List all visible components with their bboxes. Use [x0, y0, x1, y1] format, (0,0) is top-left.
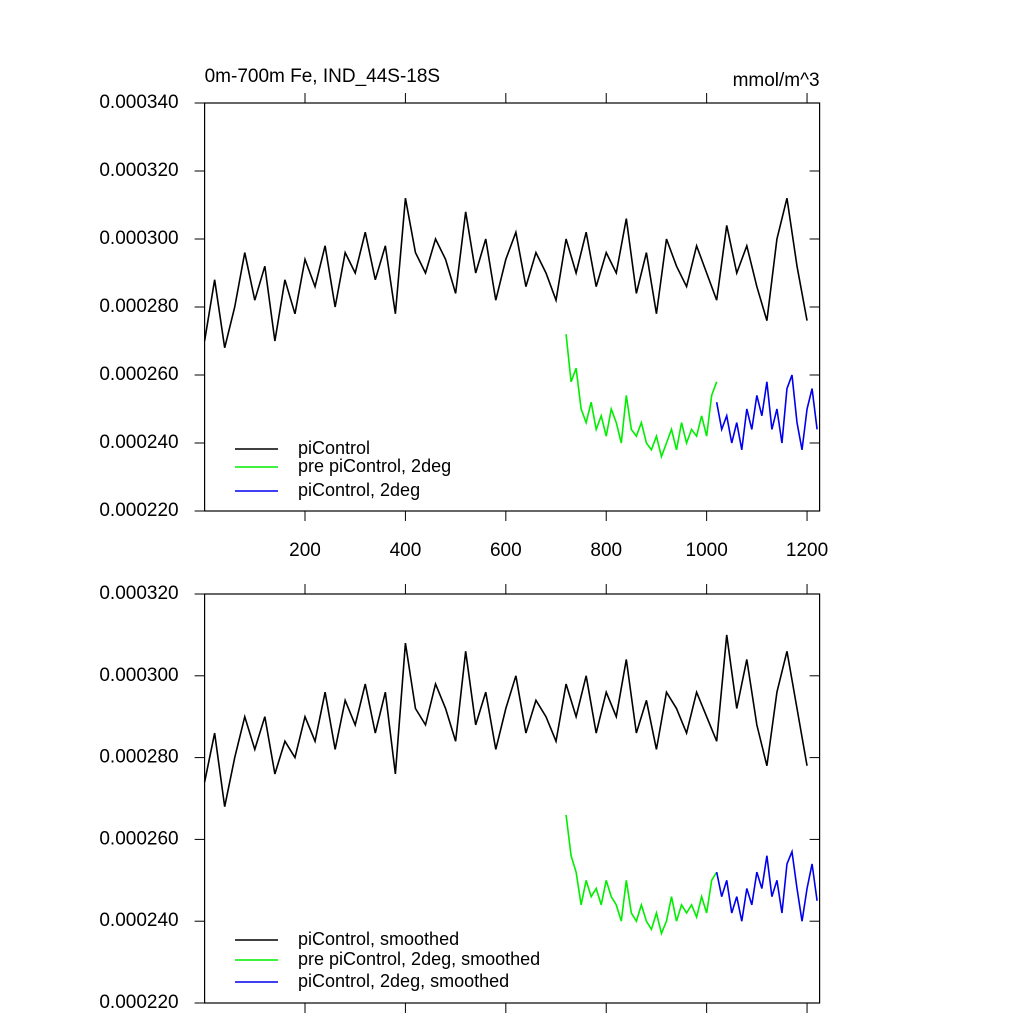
plot-frame	[204, 593, 821, 1004]
y-tick-label: 0.000220	[99, 500, 178, 521]
y-tick-label: 0.000240	[99, 432, 178, 453]
y-tick-label: 0.000320	[99, 583, 178, 604]
y-tick-label: 0.000280	[99, 296, 178, 317]
x-tick-label: 600	[490, 540, 522, 561]
legend-label: piControl	[298, 438, 370, 458]
y-tick-label: 0.000220	[99, 992, 178, 1013]
y-tick-label: 0.000340	[99, 92, 178, 113]
y-tick-label: 0.000260	[99, 364, 178, 385]
y-tick-label: 0.000320	[99, 160, 178, 181]
legend-label: pre piControl, 2deg, smoothed	[298, 949, 540, 969]
x-tick-label: 800	[590, 540, 622, 561]
units-label: mmol/m^3	[733, 70, 820, 91]
legend-label: pre piControl, 2deg	[298, 456, 451, 476]
data-line	[715, 848, 818, 922]
data-line	[203, 198, 808, 348]
data-line	[565, 814, 718, 937]
legend-label: piControl, 2deg, smoothed	[298, 971, 509, 991]
chart-title: 0m-700m Fe, IND_44S-18S	[205, 66, 441, 87]
y-tick-label: 0.000280	[99, 747, 178, 768]
x-tick-label: 200	[289, 540, 321, 561]
x-tick-label: 400	[390, 540, 422, 561]
data-line	[565, 334, 718, 460]
data-line	[203, 634, 808, 807]
legend-label: piControl, 2deg	[298, 480, 420, 500]
x-tick-label: 1000	[686, 540, 728, 561]
y-tick-label: 0.000300	[99, 228, 178, 249]
y-tick-label: 0.000260	[99, 828, 178, 849]
y-tick-label: 0.000300	[99, 665, 178, 686]
y-tick-label: 0.000240	[99, 910, 178, 931]
x-tick-label: 1200	[786, 540, 828, 561]
data-line	[715, 374, 818, 450]
legend-label: piControl, smoothed	[298, 929, 459, 949]
